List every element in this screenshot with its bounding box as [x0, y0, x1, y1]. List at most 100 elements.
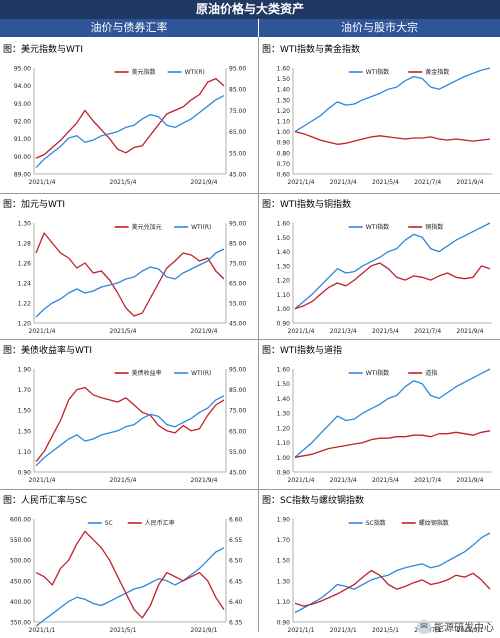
chart-usd-index-wti: 89.00 90.00 91.00 92.00 93.00 94.00 95.00 45.00…	[14, 66, 247, 187]
legend-label: WTI指数	[366, 68, 389, 76]
y-tick-label-right: 55.00	[229, 150, 246, 157]
legend-label: WTI(R)	[185, 69, 205, 76]
series-line-2	[35, 248, 225, 318]
chart-title: 图：加元与WTI	[3, 200, 66, 210]
series-line-2	[294, 262, 491, 310]
y-tick-label-left: 1.10	[277, 119, 291, 126]
chart-title: 图：SC指数与螺纹钢指数	[262, 496, 364, 506]
x-tick-label: 2021/1/1	[29, 627, 56, 634]
chart-title: 图：WTI指数与道指	[262, 346, 343, 356]
y-tick-label-left: 1.30	[277, 411, 291, 418]
y-tick-label-right: 95.00	[229, 367, 246, 374]
legend-label: 铜指数	[425, 223, 443, 231]
y-tick-label-left: 1.30	[18, 428, 32, 435]
chart-title: 图：美元指数与WTI	[3, 45, 84, 55]
series-line-1	[294, 67, 491, 133]
legend-label: SC指数	[366, 519, 386, 527]
y-tick-label-left: 1.20	[277, 278, 291, 285]
x-tick-label: 2021/1/1	[288, 627, 315, 634]
legend-label: 道指	[425, 369, 437, 377]
y-tick-label-left: 1.26	[18, 261, 32, 268]
left-column-header: 油价与债券汇率	[0, 19, 258, 37]
y-tick-label-left: 0.80	[277, 150, 291, 157]
y-tick-label-right: 75.00	[229, 261, 246, 268]
x-tick-label: 2021/9/4	[457, 328, 484, 335]
y-tick-label-left: 94.00	[14, 83, 31, 90]
x-tick-label: 2021/5/1	[110, 627, 137, 634]
y-tick-label-left: 1.20	[18, 321, 32, 328]
legend-label: 螺纹钢指数	[419, 519, 449, 527]
y-tick-label-left: 1.00	[277, 306, 291, 313]
panel-treasury-yield-wti: 图：美债收益率与WTI 0.90 1.10 1.30 1.50 1.70 1.90 45.0…	[0, 341, 258, 486]
legend-label: WTI指数	[366, 369, 389, 377]
series-line-2	[35, 530, 225, 619]
x-tick-label: 2021/1/4	[29, 477, 56, 484]
x-tick-label: 2021/1/4	[29, 179, 56, 186]
chart-cad-wti: 1.20 1.22 1.24 1.26 1.28 1.30 45.00 55.00 65.00 7…	[18, 221, 247, 336]
y-tick-label-right: 85.00	[229, 87, 246, 94]
watermark: ✉ 能源研发中心	[417, 619, 494, 634]
wechat-icon: ✉	[417, 619, 431, 634]
y-tick-label-left: 91.00	[14, 136, 31, 143]
y-tick-label-left: 92.00	[14, 119, 31, 126]
series-line-1	[35, 386, 225, 463]
y-tick-label-left: 1.90	[18, 367, 32, 374]
series-line-2	[35, 95, 225, 169]
x-tick-label: 2021/5/4	[372, 179, 399, 186]
panel-wti-copper: 图：WTI指数与铜指数 0.90 1.00 1.10 1.20 1.30 1.40 1.50…	[259, 195, 500, 337]
y-tick-label-right: 75.00	[229, 408, 246, 415]
chart-wti-copper: 0.90 1.00 1.10 1.20 1.30 1.40 1.50 1.60 2021/1/4…	[277, 221, 492, 335]
y-tick-label-right: 6.35	[229, 620, 243, 627]
legend-label: 美元指数	[132, 68, 156, 76]
y-tick-label-left: 500.00	[10, 558, 31, 565]
y-tick-label-left: 1.60	[277, 367, 291, 374]
y-tick-label-left: 1.70	[18, 387, 32, 394]
y-tick-label-left: 1.28	[18, 241, 32, 248]
legend-label: 美元兑加元	[132, 223, 162, 231]
chart-title: 图：美债收益率与WTI	[3, 346, 93, 356]
y-tick-label-left: 400.00	[10, 599, 31, 606]
x-tick-label: 2021/3/4	[330, 328, 357, 335]
series-line-1	[294, 222, 491, 310]
x-tick-label: 2021/3/4	[330, 179, 357, 186]
panel-divider	[259, 339, 500, 340]
chart-title: 图：人民币汇率与SC	[3, 496, 87, 506]
panel-sc-rebar: 图：SC指数与螺纹钢指数 0.90 1.10 1.30 1.50 1.70 1.90 202…	[259, 491, 500, 636]
y-tick-label-left: 1.50	[277, 381, 291, 388]
chart-title: 图：WTI指数与黄金指数	[262, 45, 361, 55]
legend-label: WTI(R)	[191, 370, 211, 377]
y-tick-label-left: 1.30	[277, 97, 291, 104]
y-tick-label-left: 1.10	[277, 599, 291, 606]
y-tick-label-left: 1.50	[277, 558, 291, 565]
x-tick-label: 2021/1/4	[29, 328, 56, 335]
series-line-1	[35, 547, 225, 627]
panel-divider	[259, 489, 500, 490]
x-tick-label: 2021/7/4	[414, 477, 441, 484]
y-tick-label-left: 93.00	[14, 101, 31, 108]
y-tick-label-left: 1.50	[277, 235, 291, 242]
y-tick-label-right: 85.00	[229, 387, 246, 394]
y-tick-label-left: 1.20	[277, 108, 291, 115]
y-tick-label-left: 1.10	[18, 449, 32, 456]
y-tick-label-left: 1.70	[277, 537, 291, 544]
y-tick-label-right: 65.00	[229, 129, 246, 136]
page-title: 原油价格与大类资产	[0, 0, 500, 19]
y-tick-label-right: 45.00	[229, 321, 246, 328]
y-tick-label-left: 1.20	[277, 425, 291, 432]
column-divider	[258, 37, 259, 632]
x-tick-label: 2021/9/4	[457, 477, 484, 484]
legend-label: 人民币汇率	[145, 519, 175, 527]
y-tick-label-left: 1.24	[18, 281, 32, 288]
y-tick-label-left: 450.00	[10, 578, 31, 585]
panel-divider	[259, 193, 500, 194]
y-tick-label-left: 1.30	[18, 221, 32, 228]
x-tick-label: 2021/1/4	[288, 477, 315, 484]
y-tick-label-left: 1.40	[277, 249, 291, 256]
legend-label: WTI(R)	[191, 224, 211, 231]
y-tick-label-right: 6.50	[229, 558, 243, 565]
y-tick-label-left: 0.90	[277, 470, 291, 477]
y-tick-label-left: 0.90	[277, 321, 291, 328]
x-tick-label: 2021/9/1	[191, 627, 218, 634]
series-line-1	[35, 232, 225, 317]
y-tick-label-left: 0.90	[18, 470, 32, 477]
